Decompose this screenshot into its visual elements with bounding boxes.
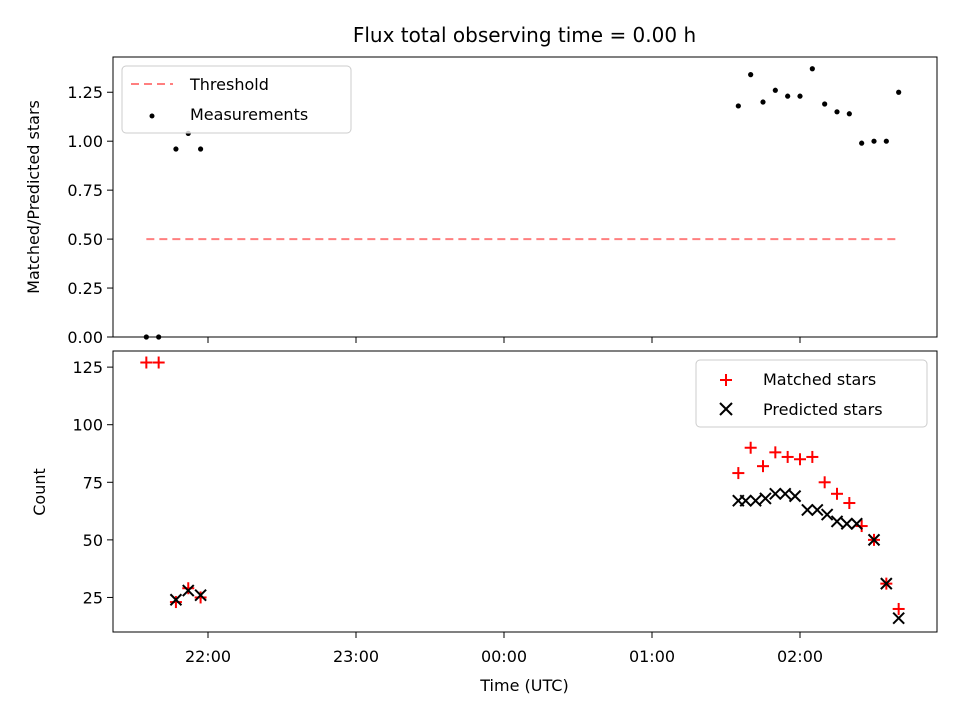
matched-star-point xyxy=(169,596,182,609)
legend-predicted-label: Predicted stars xyxy=(763,400,883,419)
bottom-ytick-label: 100 xyxy=(72,416,103,435)
predicted-star-point xyxy=(194,588,207,602)
matched-star-point xyxy=(140,356,153,369)
measurement-point xyxy=(748,72,754,78)
matched-star-point xyxy=(818,476,831,489)
matched-star-point xyxy=(732,467,745,480)
top-ytick-label: 1.00 xyxy=(67,132,103,151)
bottom-xtick-label: 02:00 xyxy=(777,647,823,666)
matched-star-point xyxy=(892,602,905,615)
predicted-star-point xyxy=(820,508,834,521)
predicted-star-point xyxy=(840,517,854,530)
bottom-panel: Count Time (UTC) 25 50 75 100 125 22:00 23:00… xyxy=(30,350,938,695)
matched-star-point xyxy=(806,450,819,463)
legend-predicted-swatch xyxy=(719,402,733,416)
bottom-ytick-label: 125 xyxy=(72,358,103,377)
measurement-point xyxy=(846,111,852,117)
predicted-star-point xyxy=(830,515,844,528)
bottom-xtick-label: 00:00 xyxy=(481,647,527,666)
bottom-ytick-label: 50 xyxy=(83,531,103,550)
measurement-point xyxy=(859,140,865,146)
top-ytick-label: 0.75 xyxy=(67,181,103,200)
bottom-xtick-label: 23:00 xyxy=(333,647,379,666)
top-ytick-label: 1.25 xyxy=(67,83,103,102)
predicted-star-point xyxy=(169,593,183,606)
measurement-point xyxy=(198,146,204,152)
predicted-star-point xyxy=(739,494,752,507)
predicted-star-point xyxy=(850,517,863,530)
top-y-ticks: 0.00 0.25 0.50 0.75 1.00 1.25 xyxy=(67,83,113,347)
bottom-legend-box xyxy=(695,359,928,428)
measurement-point xyxy=(785,93,791,99)
top-ytick-label: 0.00 xyxy=(67,328,103,347)
predicted-star-point xyxy=(778,487,792,501)
measurement-point xyxy=(834,109,840,115)
measurement-point xyxy=(896,89,902,95)
top-legend-box xyxy=(121,65,352,134)
matched-star-point xyxy=(831,487,843,500)
measurement-point xyxy=(871,138,877,144)
predicted-star-point xyxy=(182,584,195,597)
predicted-star-point xyxy=(892,611,905,625)
measurement-point xyxy=(797,93,803,99)
matched-star-point xyxy=(781,450,794,463)
measurement-point xyxy=(883,138,889,144)
measurement-point xyxy=(760,99,766,105)
top-title: Flux total observing time = 0.00 h xyxy=(353,23,696,47)
predicted-star-point xyxy=(880,577,893,590)
predicted-star-point xyxy=(759,492,772,505)
predicted-star-point xyxy=(769,487,782,501)
matched-star-point xyxy=(194,591,207,604)
predicted-star-point xyxy=(811,503,824,517)
measurement-point xyxy=(173,146,179,152)
matched-star-point xyxy=(843,497,856,510)
legend-measurements-swatch xyxy=(149,113,155,119)
predicted-star-point xyxy=(801,503,814,517)
bottom-axes-frame xyxy=(112,350,938,633)
measurement-point xyxy=(772,87,778,93)
predicted-star-point xyxy=(749,494,762,507)
top-legend: Threshold Measurements xyxy=(121,65,352,134)
predicted-star-point xyxy=(867,533,881,547)
legend-threshold-label: Threshold xyxy=(189,75,269,94)
top-plot-area xyxy=(143,66,902,340)
bottom-y-ticks: 25 50 75 100 125 xyxy=(72,358,113,607)
top-axes-frame xyxy=(112,56,938,338)
predicted-star-point xyxy=(788,489,802,503)
top-ytick-label: 0.50 xyxy=(67,230,103,249)
bottom-xtick-label: 01:00 xyxy=(629,647,675,666)
bottom-plot-area xyxy=(140,356,905,625)
legend-matched-swatch xyxy=(720,374,732,386)
matched-star-point xyxy=(757,460,769,473)
bottom-legend: Matched stars Predicted stars xyxy=(695,359,928,428)
bottom-ylabel: Count xyxy=(30,468,49,516)
bottom-x-ticks: 22:00 23:00 00:00 01:00 02:00 xyxy=(185,632,823,666)
matched-star-point xyxy=(744,441,757,454)
legend-measurements-label: Measurements xyxy=(190,105,308,124)
top-ytick-label: 0.25 xyxy=(67,279,103,298)
top-panel: Flux total observing time = 0.00 h Match… xyxy=(24,23,938,347)
measurement-point xyxy=(735,103,741,109)
measurement-point xyxy=(822,101,828,107)
matched-star-point xyxy=(182,582,195,595)
matched-star-point xyxy=(769,446,782,459)
legend-matched-label: Matched stars xyxy=(763,370,876,389)
matched-star-point xyxy=(152,356,165,369)
matched-star-point xyxy=(794,453,806,466)
top-x-ticks xyxy=(207,337,801,343)
bottom-xlabel: Time (UTC) xyxy=(479,676,568,695)
measurement-point xyxy=(809,66,815,72)
bottom-ytick-label: 25 xyxy=(83,588,103,607)
top-ylabel: Matched/Predicted stars xyxy=(24,100,43,294)
bottom-xtick-label: 22:00 xyxy=(185,647,231,666)
bottom-ytick-label: 75 xyxy=(83,473,103,492)
